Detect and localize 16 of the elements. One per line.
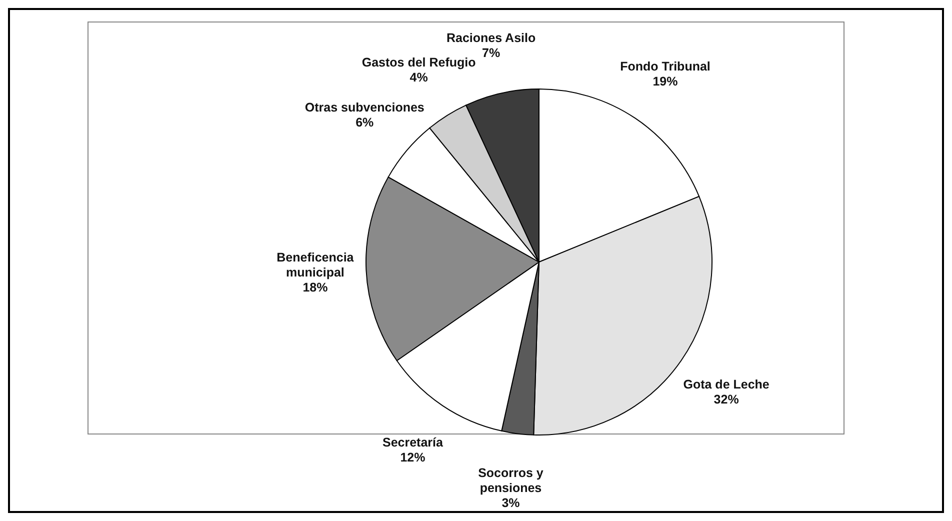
slice-label: Fondo Tribunal — [620, 59, 710, 74]
data-label: 18% — [302, 280, 328, 294]
data-label: 6% — [356, 116, 374, 130]
slice-label: Raciones Asilo — [446, 30, 536, 45]
data-label: 12% — [400, 450, 426, 465]
data-label: 7% — [482, 46, 500, 60]
slice-label: Otras subvenciones — [304, 100, 424, 115]
data-label: 32% — [714, 392, 739, 406]
slice-label: Socorros y pensiones — [478, 466, 544, 496]
slice-label: Beneficencia municipal — [276, 250, 355, 280]
data-label: 4% — [410, 70, 428, 85]
data-label: 3% — [502, 496, 520, 510]
slice-label: Gastos del Refugio — [362, 56, 476, 70]
slice-label: Secretaría — [382, 436, 444, 450]
slice-label: Gota de Leche — [683, 377, 770, 392]
data-label: 19% — [652, 74, 678, 88]
